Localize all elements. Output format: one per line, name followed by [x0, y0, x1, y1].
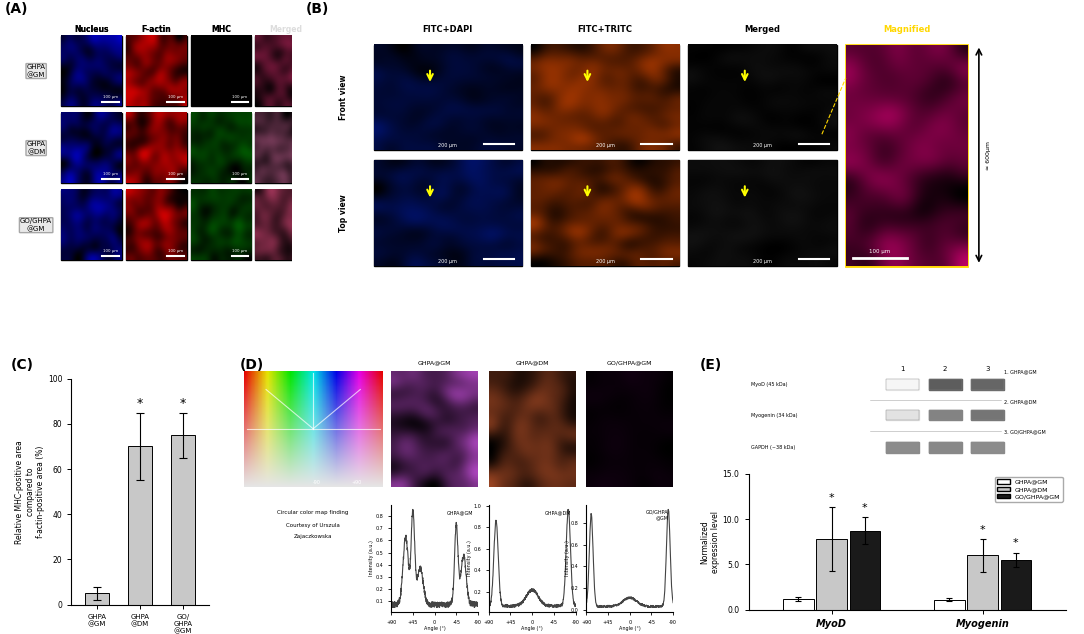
Text: 100 µm: 100 µm [297, 249, 312, 253]
Text: 100 µm: 100 µm [232, 249, 247, 253]
Text: 100 µm: 100 µm [297, 95, 312, 99]
Bar [191, 113, 251, 183]
Text: Top view: Top view [339, 194, 348, 232]
Bar [191, 36, 251, 107]
Bar [126, 113, 186, 183]
Text: FITC+DAPI: FITC+DAPI [423, 25, 473, 34]
Text: MHC: MHC [211, 25, 231, 34]
Text: GHPA
@DM: GHPA @DM [27, 141, 46, 155]
Text: ≈ 600μm: ≈ 600μm [986, 141, 992, 170]
Bar [531, 45, 680, 150]
Text: Merged: Merged [269, 25, 302, 34]
Text: (E): (E) [700, 358, 722, 372]
Text: MHC: MHC [211, 25, 231, 34]
Bar [256, 190, 315, 261]
Text: 200 µm: 200 µm [438, 143, 457, 148]
Text: 100 µm: 100 µm [168, 172, 183, 176]
Text: (C): (C) [11, 358, 34, 372]
Text: 100 µm: 100 µm [297, 172, 312, 176]
Text: Magnified: Magnified [883, 25, 930, 34]
Text: 200 µm: 200 µm [753, 259, 772, 264]
Bar [374, 160, 522, 266]
Text: Nucleus: Nucleus [75, 25, 108, 34]
Text: 200 µm: 200 µm [753, 143, 772, 148]
Text: GO/GHPA
@GM: GO/GHPA @GM [21, 218, 52, 232]
Bar [846, 45, 968, 266]
Bar [688, 160, 837, 266]
Text: 200 µm: 200 µm [596, 259, 615, 264]
Bar [191, 190, 251, 261]
Bar [62, 36, 121, 107]
Text: (A): (A) [5, 3, 28, 16]
Bar [688, 45, 837, 150]
Bar [374, 45, 522, 150]
Text: 100 µm: 100 µm [168, 249, 183, 253]
Text: 100 µm: 100 µm [103, 95, 118, 99]
Bar [126, 190, 186, 261]
Bar [531, 160, 680, 266]
Text: 200 µm: 200 µm [596, 143, 615, 148]
Text: 100 µm: 100 µm [103, 172, 118, 176]
Text: (D): (D) [240, 358, 263, 372]
Text: Nucleus: Nucleus [75, 25, 108, 34]
Text: 100 µm: 100 µm [168, 95, 183, 99]
Text: 100 µm: 100 µm [103, 249, 118, 253]
Text: Front view: Front view [339, 75, 348, 120]
Text: 100 µm: 100 µm [232, 95, 247, 99]
Text: Merged: Merged [269, 25, 302, 34]
Text: (B): (B) [306, 3, 328, 16]
Text: 100 µm: 100 µm [232, 172, 247, 176]
Text: 200 µm: 200 µm [438, 259, 457, 264]
Bar [256, 36, 315, 107]
Bar [126, 36, 186, 107]
Bar [62, 113, 121, 183]
Bar [256, 113, 315, 183]
Text: FITC+TRITC: FITC+TRITC [578, 25, 633, 34]
Text: 100 µm: 100 µm [869, 249, 891, 254]
Bar [62, 190, 121, 261]
Text: GHPA
@GM: GHPA @GM [27, 64, 46, 78]
Text: F-actin: F-actin [142, 25, 171, 34]
Text: F-actin: F-actin [142, 25, 171, 34]
Text: Merged: Merged [745, 25, 780, 34]
